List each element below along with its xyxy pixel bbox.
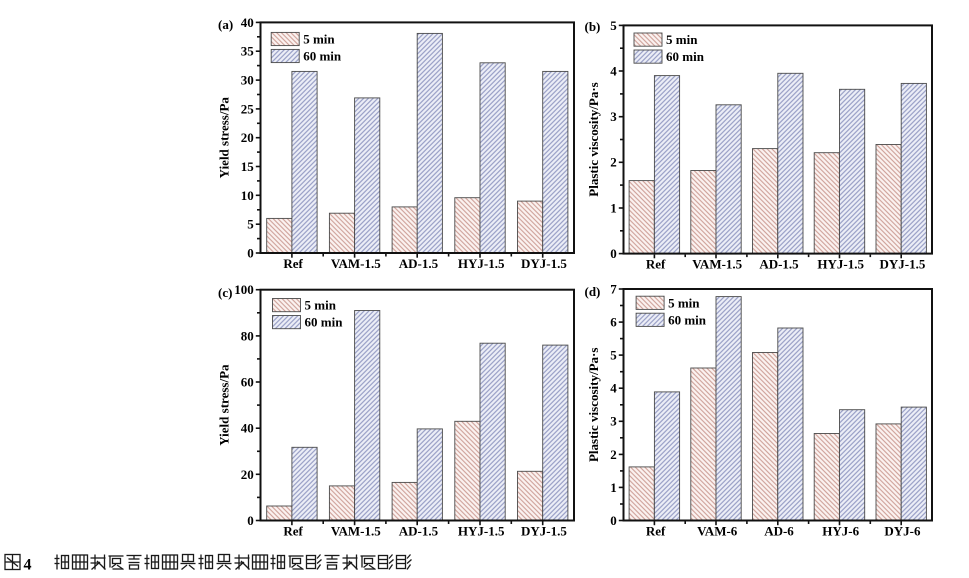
svg-text:DYJ-1.5: DYJ-1.5 bbox=[521, 256, 567, 271]
svg-text:VAM-1.5: VAM-1.5 bbox=[331, 256, 381, 271]
svg-text:15: 15 bbox=[241, 159, 255, 174]
svg-text:Ref: Ref bbox=[283, 524, 303, 539]
svg-text:4: 4 bbox=[610, 381, 617, 396]
svg-text:5: 5 bbox=[610, 18, 617, 33]
svg-text:AD-6: AD-6 bbox=[764, 524, 794, 539]
svg-text:4: 4 bbox=[610, 64, 617, 79]
svg-text:5 min: 5 min bbox=[668, 295, 700, 310]
svg-text:3: 3 bbox=[610, 414, 617, 429]
svg-text:20: 20 bbox=[241, 130, 254, 145]
svg-text:VAM-6: VAM-6 bbox=[697, 524, 738, 539]
svg-text:100: 100 bbox=[234, 282, 254, 297]
svg-text:60 min: 60 min bbox=[303, 49, 342, 64]
svg-text:5: 5 bbox=[247, 217, 254, 232]
svg-text:Plastic viscosity/Pa·s: Plastic viscosity/Pa·s bbox=[586, 82, 601, 196]
svg-text:0: 0 bbox=[610, 246, 617, 261]
svg-text:2: 2 bbox=[610, 447, 617, 462]
svg-text:30: 30 bbox=[241, 73, 254, 88]
svg-text:35: 35 bbox=[241, 44, 255, 59]
svg-text:60 min: 60 min bbox=[305, 315, 344, 330]
svg-text:10: 10 bbox=[241, 188, 254, 203]
svg-text:Plastic viscosity/Pa·s: Plastic viscosity/Pa·s bbox=[586, 348, 601, 462]
svg-text:60 min: 60 min bbox=[666, 49, 705, 64]
svg-text:DYJ-1.5: DYJ-1.5 bbox=[521, 524, 567, 539]
svg-text:AD-1.5: AD-1.5 bbox=[399, 256, 439, 271]
svg-text:60 min: 60 min bbox=[668, 312, 707, 327]
svg-text:6: 6 bbox=[610, 315, 617, 330]
svg-text:20: 20 bbox=[241, 467, 254, 482]
svg-text:0: 0 bbox=[247, 245, 254, 260]
svg-text:2: 2 bbox=[610, 155, 617, 170]
svg-text:DYJ-1.5: DYJ-1.5 bbox=[879, 257, 925, 272]
svg-text:1: 1 bbox=[610, 480, 617, 495]
svg-text:HYJ-1.5: HYJ-1.5 bbox=[458, 524, 505, 539]
svg-text:HYJ-1.5: HYJ-1.5 bbox=[817, 257, 864, 272]
svg-text:80: 80 bbox=[241, 328, 254, 343]
svg-text:40: 40 bbox=[241, 15, 254, 30]
svg-text:(c): (c) bbox=[218, 285, 232, 300]
svg-text:0: 0 bbox=[610, 513, 617, 528]
svg-text:Ref: Ref bbox=[646, 257, 666, 272]
svg-text:Yield stress/Pa: Yield stress/Pa bbox=[217, 364, 232, 446]
svg-text:HYJ-1.5: HYJ-1.5 bbox=[458, 256, 505, 271]
svg-text:5 min: 5 min bbox=[305, 298, 337, 313]
svg-text:(b): (b) bbox=[585, 19, 601, 34]
svg-text:AD-1.5: AD-1.5 bbox=[399, 524, 439, 539]
svg-text:40: 40 bbox=[241, 421, 254, 436]
svg-text:5: 5 bbox=[610, 348, 617, 363]
svg-text:HYJ-6: HYJ-6 bbox=[822, 524, 859, 539]
svg-text:0: 0 bbox=[247, 513, 254, 528]
svg-text:60: 60 bbox=[241, 374, 254, 389]
svg-text:(d): (d) bbox=[585, 284, 601, 299]
svg-text:(a): (a) bbox=[218, 17, 233, 32]
svg-text:VAM-1.5: VAM-1.5 bbox=[692, 257, 742, 272]
svg-text:25: 25 bbox=[241, 101, 255, 116]
svg-text:5 min: 5 min bbox=[303, 32, 335, 47]
svg-text:DYJ-6: DYJ-6 bbox=[884, 524, 921, 539]
svg-text:4: 4 bbox=[24, 557, 32, 574]
svg-text:VAM-1.5: VAM-1.5 bbox=[331, 524, 381, 539]
svg-text:Ref: Ref bbox=[646, 524, 666, 539]
svg-text:AD-1.5: AD-1.5 bbox=[759, 257, 799, 272]
svg-text:1: 1 bbox=[610, 200, 617, 215]
svg-text:7: 7 bbox=[610, 281, 617, 296]
svg-text:Ref: Ref bbox=[283, 256, 303, 271]
svg-text:Yield stress/Pa: Yield stress/Pa bbox=[217, 97, 232, 179]
svg-text:3: 3 bbox=[610, 109, 617, 124]
svg-text:5 min: 5 min bbox=[666, 32, 698, 47]
